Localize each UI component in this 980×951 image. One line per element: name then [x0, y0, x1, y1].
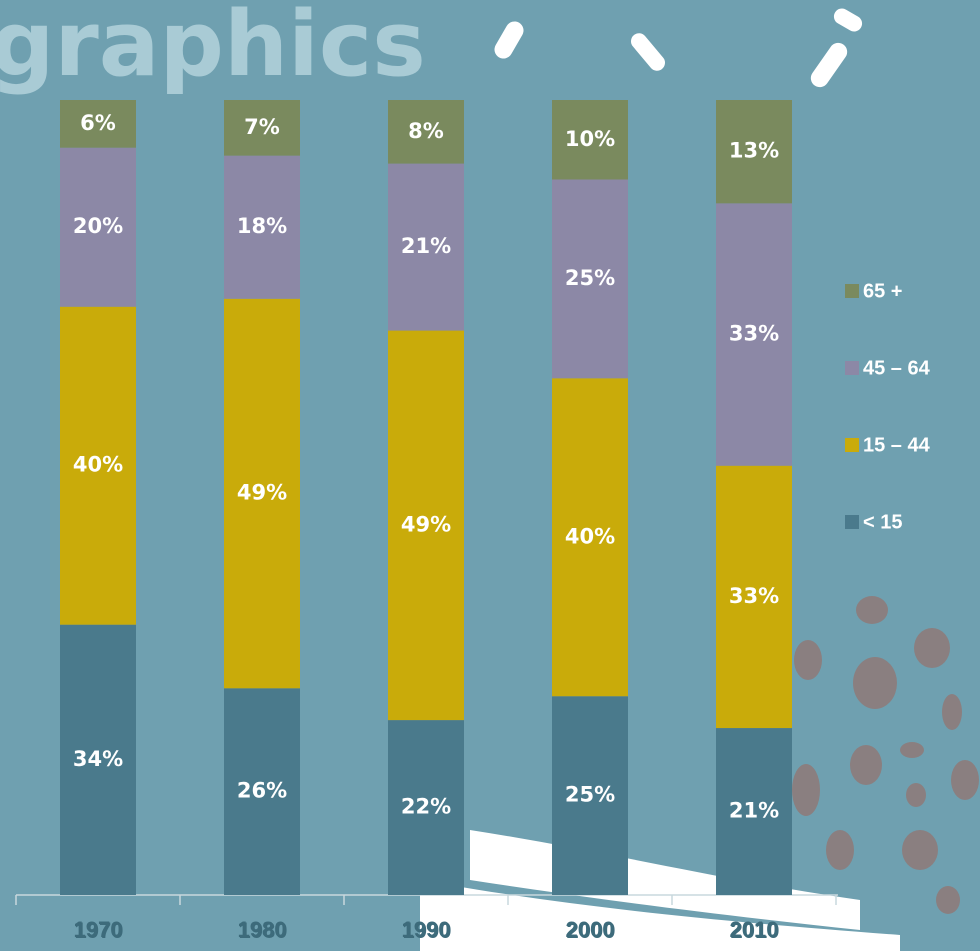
- data-label: 33%: [729, 322, 779, 346]
- data-label: 21%: [729, 799, 779, 823]
- data-label: 40%: [73, 453, 123, 477]
- data-label: 20%: [73, 214, 123, 238]
- bar-segment: [716, 100, 792, 204]
- decoration-dots: [792, 596, 979, 914]
- bar-segment: [60, 100, 136, 148]
- bar-segment: [224, 155, 300, 299]
- x-tick-label: 1990: [402, 917, 451, 942]
- bar-segment: [224, 100, 300, 156]
- bar-segment: [552, 378, 628, 697]
- legend-swatch: [845, 438, 859, 452]
- x-tick-label: 2000: [566, 917, 615, 942]
- bar-segment: [552, 100, 628, 180]
- bar-segment: [716, 203, 792, 466]
- bar-segment: [388, 163, 464, 331]
- x-tick-label: 2000: [567, 918, 616, 943]
- x-tick-label: 1970: [75, 918, 124, 943]
- x-tick-label: 1980: [238, 917, 287, 942]
- x-tick-label: 2010: [731, 918, 780, 943]
- legend-swatch: [845, 284, 859, 298]
- bar-segment: [60, 306, 136, 625]
- legend-label: 65 +: [863, 280, 902, 302]
- legend-swatch: [845, 361, 859, 375]
- data-label: 8%: [408, 119, 444, 143]
- data-label: 21%: [401, 234, 451, 258]
- x-tick-label: 1980: [239, 918, 288, 943]
- data-label: 10%: [565, 127, 615, 151]
- bar-segment: [716, 465, 792, 729]
- bar-segment: [224, 298, 300, 689]
- data-label: 22%: [401, 795, 451, 819]
- bar-segment: [552, 179, 628, 379]
- data-label: 49%: [401, 512, 451, 536]
- data-label: 18%: [237, 214, 287, 238]
- data-label: 13%: [729, 139, 779, 163]
- bar-segment: [388, 100, 464, 164]
- bar-segment: [60, 147, 136, 307]
- x-tick-label: 2010: [730, 917, 779, 942]
- data-label: 6%: [80, 111, 116, 135]
- data-label: 25%: [565, 783, 615, 807]
- x-tick-label: 1990: [403, 918, 452, 943]
- data-label: 7%: [244, 115, 280, 139]
- data-label: 26%: [237, 779, 287, 803]
- bar-segment: [388, 330, 464, 721]
- data-label: 49%: [237, 481, 287, 505]
- bar-segment: [388, 720, 464, 895]
- bar-segment: [716, 728, 792, 895]
- legend-swatch: [845, 515, 859, 529]
- data-label: 34%: [73, 747, 123, 771]
- legend-label: 15 – 44: [863, 434, 931, 456]
- chart-title: graphics: [0, 0, 426, 97]
- legend-label: 45 – 64: [863, 357, 931, 379]
- data-label: 33%: [729, 584, 779, 608]
- data-label: 25%: [565, 266, 615, 290]
- bar-segment: [60, 624, 136, 895]
- bar-segment: [224, 688, 300, 895]
- data-label: 40%: [565, 524, 615, 548]
- x-tick-label: 1970: [74, 917, 123, 942]
- bar-segment: [552, 696, 628, 895]
- legend-label: < 15: [863, 511, 902, 533]
